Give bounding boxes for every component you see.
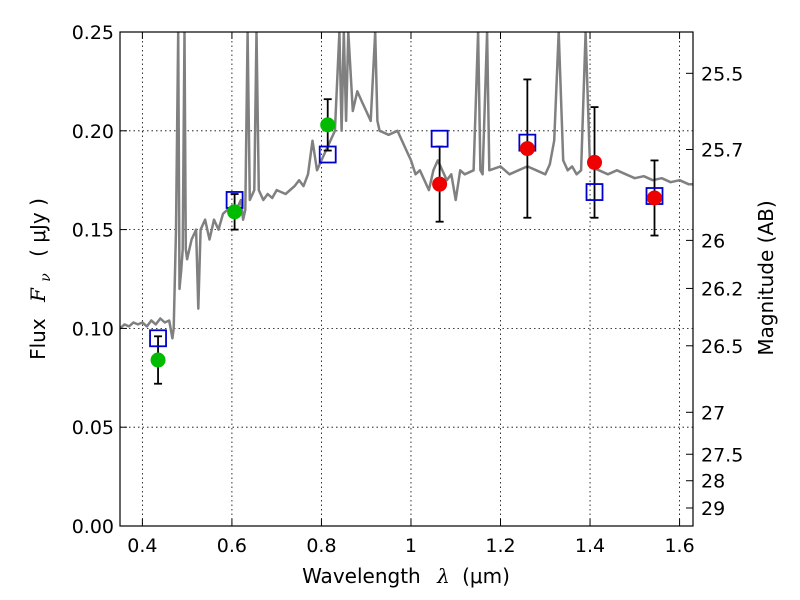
x-tick-label: 1.6 [664, 535, 694, 557]
observed-point [150, 352, 166, 368]
x-tick-label: 1.2 [485, 535, 515, 557]
x-axis-label: Wavelength λ (μm) [302, 564, 510, 588]
observed-point [320, 117, 336, 133]
magnitude-tick-label: 26.2 [701, 278, 743, 300]
magnitude-tick-label: 26.5 [701, 336, 743, 358]
model-point [430, 129, 449, 148]
model-point [149, 329, 167, 348]
y-axis-label: Flux F ν ( μJy ) [26, 198, 55, 360]
observed-point [227, 204, 243, 220]
magnitude-tick-label: 25.7 [701, 139, 743, 161]
model-spectrum-line [120, 32, 693, 340]
y-tick-label: 0.10 [72, 318, 114, 340]
magnitude-tick-label: 25.5 [701, 63, 743, 85]
y-tick-label: 0.05 [72, 417, 114, 439]
x-tick-label: 0.6 [217, 535, 247, 557]
model-point [585, 183, 604, 201]
y-tick-label: 0.25 [72, 22, 114, 44]
axes: 0.4 0.6 0.8 1 1.2 1.4 1.6 0.00 0.05 0.10 0.15 0.20 0… [72, 22, 744, 557]
grid [120, 31, 693, 527]
magnitude-tick-label: 26 [701, 230, 725, 252]
y-tick-label: 0.15 [72, 220, 114, 242]
magnitude-tick-label: 27 [701, 402, 725, 424]
observed-point [647, 190, 663, 206]
x-tick-label: 1 [405, 535, 417, 557]
y-tick-label: 0.20 [72, 121, 114, 143]
x-tick-label: 1.4 [575, 535, 605, 557]
x-tick-label: 0.8 [306, 535, 336, 557]
observed-point [587, 154, 603, 170]
observed-point [519, 141, 535, 157]
magnitude-tick-label: 28 [701, 471, 725, 493]
observed-point [432, 176, 448, 192]
plot-area [120, 32, 693, 340]
model-point [318, 145, 337, 164]
x-tick-label: 0.4 [127, 535, 157, 557]
magnitude-tick-label: 29 [701, 498, 725, 520]
plot-frame [119, 31, 694, 527]
y-tick-label: 0.00 [72, 516, 114, 538]
magnitude-axis-label: Magnitude (AB) [754, 200, 778, 355]
data-marks [149, 78, 664, 385]
magnitude-tick-label: 27.5 [701, 444, 743, 466]
